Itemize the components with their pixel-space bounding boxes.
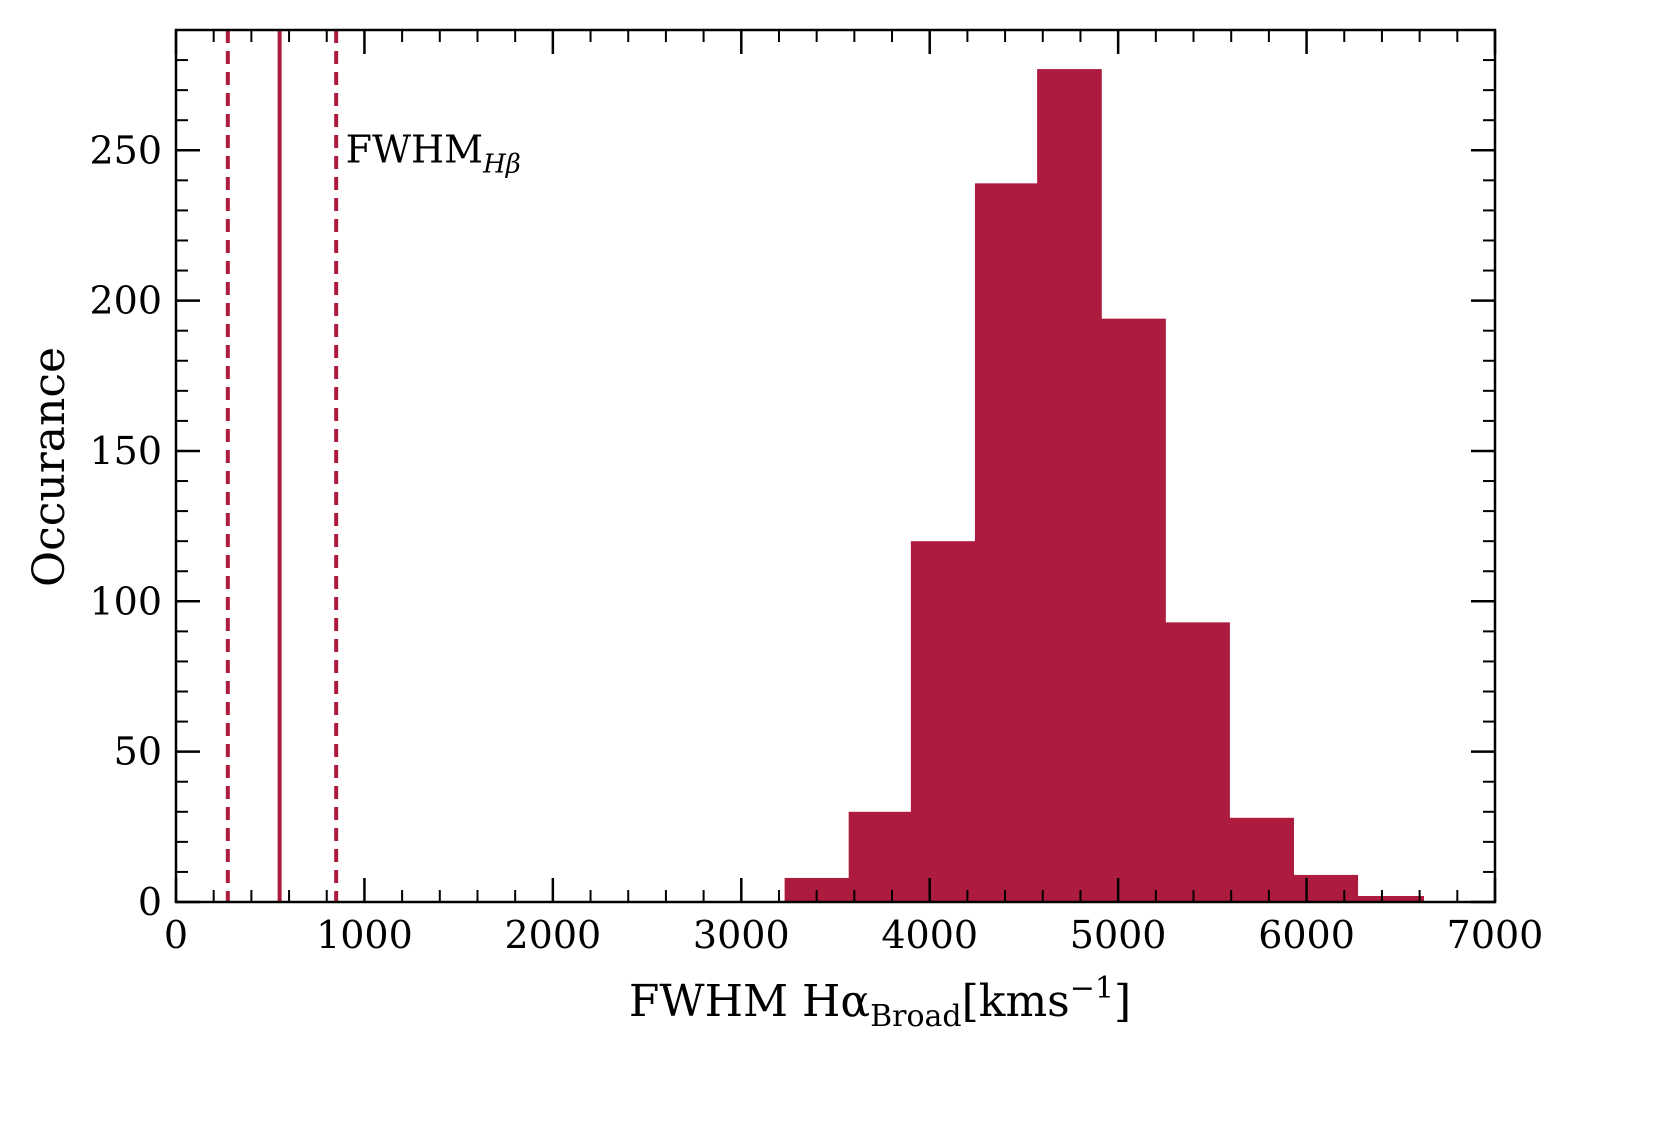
- x-axis-label-unit-close: ]: [1114, 976, 1131, 1027]
- histogram-bar-7: [1229, 817, 1294, 902]
- x-axis-label: FWHM HαBroad[kms−1]: [629, 971, 1131, 1034]
- fwhm-hbeta-lines: [225, 30, 339, 902]
- histogram-bar-3: [974, 183, 1038, 902]
- y-tick-label-1: 50: [114, 730, 162, 774]
- x-tick-label-4: 4000: [881, 913, 978, 957]
- x-tick-label-2: 2000: [504, 913, 601, 957]
- x-axis-label-unit: [kms: [962, 976, 1070, 1027]
- histogram-bar-4: [1037, 69, 1102, 902]
- annotation-subscript: Hβ: [482, 149, 521, 179]
- plot-frame: [174, 28, 1497, 904]
- annotation-text: FWHM: [346, 127, 483, 171]
- x-tick-labels: 0 1000 2000 3000 4000 5000 6000 7000: [164, 913, 1543, 957]
- histogram-bar-5: [1101, 318, 1166, 902]
- y-tick-label-5: 250: [89, 128, 162, 172]
- y-tick-label-3: 150: [89, 429, 162, 473]
- x-tick-label-0: 0: [164, 913, 188, 957]
- y-tick-labels: 0 50 100 150 200 250: [89, 128, 162, 924]
- x-axis-label-subscript: Broad: [870, 999, 962, 1034]
- x-tick-label-1: 1000: [316, 913, 413, 957]
- y-axis-label: Occurance: [24, 347, 75, 587]
- x-tick-label-5: 5000: [1070, 913, 1167, 957]
- y-tick-label-4: 200: [89, 279, 162, 323]
- fwhm-hbeta-annotation: FWHMHβ: [346, 127, 521, 179]
- y-tick-label-0: 0: [138, 880, 162, 924]
- x-tick-label-6: 6000: [1258, 913, 1355, 957]
- histogram-bar-8: [1293, 874, 1359, 902]
- histogram-bars: [784, 69, 1424, 902]
- x-axis-label-main: FWHM Hα: [629, 976, 870, 1027]
- histogram-bar-6: [1165, 622, 1230, 902]
- y-tick-label-2: 100: [89, 579, 162, 623]
- x-tick-label-3: 3000: [693, 913, 790, 957]
- x-tick-label-7: 7000: [1447, 913, 1544, 957]
- histogram-bar-2: [910, 541, 976, 902]
- x-axis-label-unit-sup: −1: [1070, 971, 1114, 1006]
- histogram-bar-1: [848, 811, 912, 902]
- histogram-bar-9: [1357, 895, 1424, 902]
